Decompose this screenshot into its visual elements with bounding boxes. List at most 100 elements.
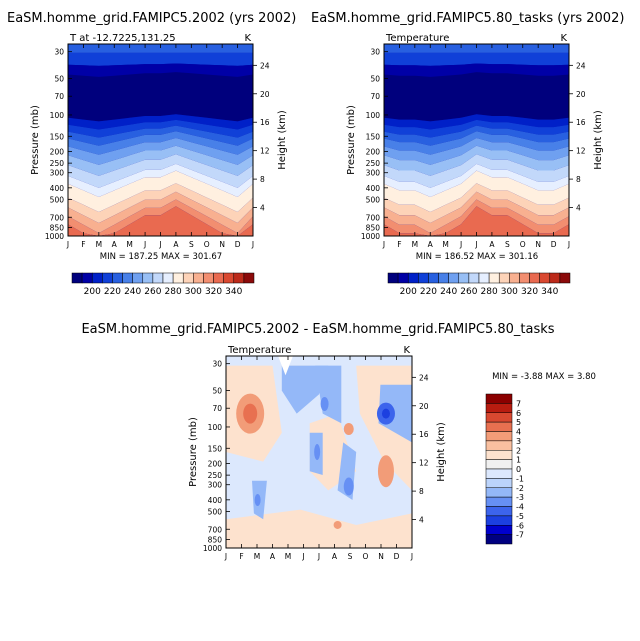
chart-0-colorbar-swatch bbox=[132, 272, 144, 284]
chart-0-colorbar-swatch bbox=[182, 272, 194, 284]
chart-2-x-tick: A bbox=[270, 552, 276, 561]
chart-0-colorbar-label: 240 bbox=[124, 287, 141, 297]
chart-2-title: EaSM.homme_grid.FAMIPC5.2002 - EaSM.homm… bbox=[81, 322, 554, 337]
chart-1-y-tick: 850 bbox=[366, 223, 381, 232]
chart-0-y-tick: 300 bbox=[50, 169, 65, 178]
chart-2-cool-region bbox=[315, 365, 342, 424]
chart-0-band bbox=[68, 145, 253, 176]
chart-2-colorbar-label: 2 bbox=[516, 446, 521, 455]
chart-2-y-tick: 50 bbox=[212, 387, 222, 396]
chart-2-cool-spot bbox=[343, 477, 354, 496]
chart-2-panel: J F M A M J J A S O N D J305070100150200250300400500… bbox=[188, 345, 447, 561]
chart-0-minmax: MIN = 187.25 MAX = 301.67 bbox=[100, 252, 222, 262]
chart-1-ylabel-right: Height (km) bbox=[593, 110, 604, 170]
chart-0-colorbar-swatch bbox=[213, 272, 224, 284]
chart-2-x-tick: J bbox=[224, 552, 227, 561]
chart-2-colorbar-swatch bbox=[485, 450, 513, 460]
chart-1-colorbar-swatch bbox=[468, 272, 480, 284]
chart-0-y-tick: 400 bbox=[50, 184, 65, 193]
chart-0-colorbar-swatch bbox=[233, 272, 245, 284]
chart-0-x-tick: N bbox=[219, 240, 225, 249]
chart-2-colorbar-swatch bbox=[485, 487, 513, 498]
chart-2-y-tick: 850 bbox=[208, 535, 223, 544]
chart-1-band bbox=[384, 63, 569, 77]
chart-2-y-right-tick: 12 bbox=[419, 459, 429, 468]
chart-2-colorbar-label: -5 bbox=[516, 512, 524, 521]
chart-2-colorbar-swatch bbox=[485, 421, 513, 432]
chart-0-colorbar-swatch bbox=[122, 272, 133, 284]
chart-0-colorbar-swatch bbox=[203, 272, 214, 284]
chart-0-band bbox=[68, 170, 253, 212]
chart-1-y-right-tick: 24 bbox=[576, 61, 586, 70]
chart-1-band bbox=[384, 206, 569, 236]
chart-2-minmax: MIN = -3.88 MAX = 3.80 bbox=[492, 372, 596, 382]
chart-0-y-tick: 700 bbox=[50, 213, 65, 222]
chart-1-band bbox=[384, 199, 569, 236]
chart-2-x-tick: J bbox=[317, 552, 320, 561]
chart-0-band bbox=[68, 125, 253, 146]
chart-1-band bbox=[384, 114, 569, 130]
chart-2-x-tick: O bbox=[363, 552, 369, 561]
chart-2-subtitle: Temperature bbox=[227, 345, 291, 356]
chart-1-colorbar-label: 300 bbox=[501, 287, 518, 297]
chart-0-band bbox=[68, 138, 253, 165]
chart-1-x-tick: D bbox=[551, 240, 557, 249]
chart-0-colorbar-label: 200 bbox=[84, 287, 101, 297]
chart-1-colorbar-label: 240 bbox=[440, 287, 457, 297]
chart-2-x-tick: J bbox=[410, 552, 413, 561]
chart-0-y-tick: 250 bbox=[50, 159, 65, 168]
chart-1-band bbox=[384, 138, 569, 165]
chart-0-y-tick: 70 bbox=[54, 92, 64, 101]
chart-1-y-right-tick: 4 bbox=[576, 204, 581, 213]
chart-0-band bbox=[68, 154, 253, 188]
chart-2-cool-spot bbox=[381, 408, 390, 419]
chart-2-colorbar-swatch bbox=[485, 393, 513, 404]
chart-0-panel: J F M A M J J A S O N D J305070100150200250300400500… bbox=[30, 33, 288, 297]
chart-2-y-right-tick: 8 bbox=[419, 487, 424, 496]
chart-1-colorbar-swatch bbox=[418, 272, 429, 284]
chart-0-y-tick: 150 bbox=[50, 132, 65, 141]
chart-0-x-tick: J bbox=[158, 240, 161, 249]
chart-2-colorbar-swatch bbox=[485, 468, 513, 479]
chart-1-colorbar-swatch bbox=[529, 272, 540, 284]
chart-0-colorbar-swatch bbox=[102, 272, 113, 284]
chart-1-x-tick: A bbox=[489, 240, 495, 249]
chart-1-colorbar-swatch bbox=[488, 272, 500, 284]
chart-2-warm-spot bbox=[243, 403, 258, 424]
chart-2-colorbar-label: -1 bbox=[516, 474, 524, 483]
chart-1-y-tick: 500 bbox=[366, 196, 381, 205]
chart-2-colorbar-label: 5 bbox=[516, 418, 521, 427]
chart-2-white-notch bbox=[278, 356, 293, 376]
chart-2-x-tick: M bbox=[285, 552, 291, 561]
chart-0-band bbox=[68, 163, 253, 197]
chart-1-band bbox=[384, 72, 569, 122]
chart-1-colorbar-swatch bbox=[478, 272, 490, 284]
chart-0-colorbar-swatch bbox=[193, 272, 204, 284]
chart-2-y-tick: 30 bbox=[212, 360, 222, 369]
chart-1-x-tick: M bbox=[412, 240, 418, 249]
chart-1-band bbox=[384, 52, 569, 66]
chart-0-x-tick: F bbox=[81, 240, 85, 249]
chart-0-colorbar-swatch bbox=[71, 272, 83, 284]
chart-2-colorbar-swatch bbox=[485, 515, 513, 526]
chart-1-colorbar-swatch bbox=[549, 272, 561, 284]
chart-1-y-right-tick: 8 bbox=[576, 175, 581, 184]
chart-2-y-tick: 1000 bbox=[203, 544, 222, 553]
chart-1-y-right-tick: 16 bbox=[576, 118, 586, 127]
chart-2-warm-spot bbox=[377, 455, 394, 488]
chart-0-x-tick: J bbox=[66, 240, 69, 249]
chart-2-colorbar-swatch bbox=[485, 506, 513, 517]
chart-0-colorbar-label: 320 bbox=[205, 287, 222, 297]
chart-2-x-tick: M bbox=[254, 552, 260, 561]
chart-1-band bbox=[384, 145, 569, 176]
chart-0-y-tick: 850 bbox=[50, 223, 65, 232]
chart-1-ylabel: Pressure (mb) bbox=[346, 105, 357, 175]
chart-2-cool-spot bbox=[320, 397, 329, 411]
chart-1-x-tick: O bbox=[520, 240, 526, 249]
chart-0-x-tick: M bbox=[96, 240, 102, 249]
chart-0-colorbar-swatch bbox=[152, 272, 164, 284]
chart-2-warm-region bbox=[226, 509, 412, 548]
chart-0-ylabel: Pressure (mb) bbox=[30, 105, 41, 175]
